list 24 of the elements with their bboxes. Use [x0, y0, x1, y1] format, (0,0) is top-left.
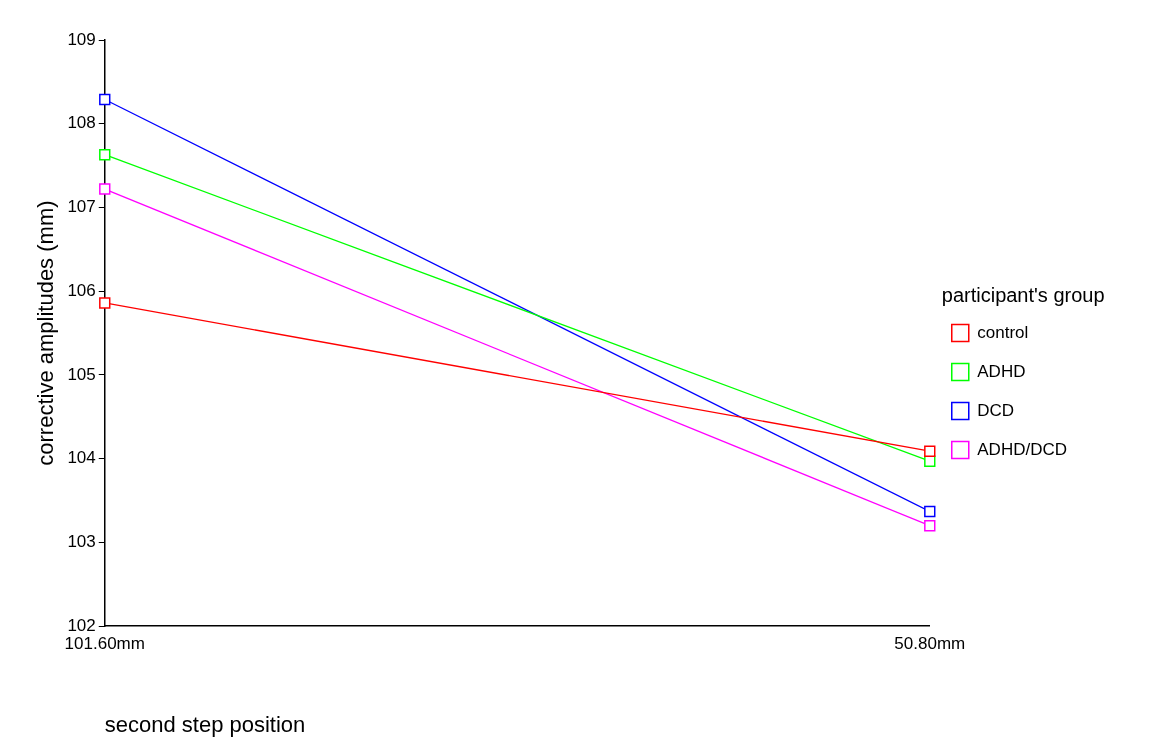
y-tick-label: 102 — [67, 615, 96, 635]
point — [99, 149, 111, 161]
point — [99, 297, 111, 309]
legend-label: ADHD/DCD — [977, 439, 1068, 459]
y-axis-title: corrective amplitudes (mm) — [33, 200, 59, 466]
x-axis-title: second step position — [104, 711, 306, 737]
y-tick-label: 109 — [67, 29, 96, 49]
y-tick-label: 105 — [67, 364, 96, 384]
y-tick-label: 104 — [67, 448, 96, 468]
x-tick-label: 50.80mm — [894, 634, 966, 654]
legend-label: control — [977, 322, 1029, 342]
point — [99, 93, 111, 106]
y-tick-label: 106 — [67, 280, 96, 300]
legend-label: ADHD — [977, 361, 1026, 381]
x-tick-label: 101.60mm — [64, 634, 145, 654]
point — [924, 520, 936, 532]
point — [924, 505, 936, 518]
legend-title: participant's group — [941, 284, 1105, 307]
y-tick-label: 103 — [67, 532, 96, 552]
y-tick-label: 108 — [67, 113, 96, 133]
legend-label: DCD — [977, 400, 1015, 420]
y-tick-label: 107 — [67, 197, 96, 217]
point — [924, 445, 936, 457]
point — [99, 183, 111, 195]
